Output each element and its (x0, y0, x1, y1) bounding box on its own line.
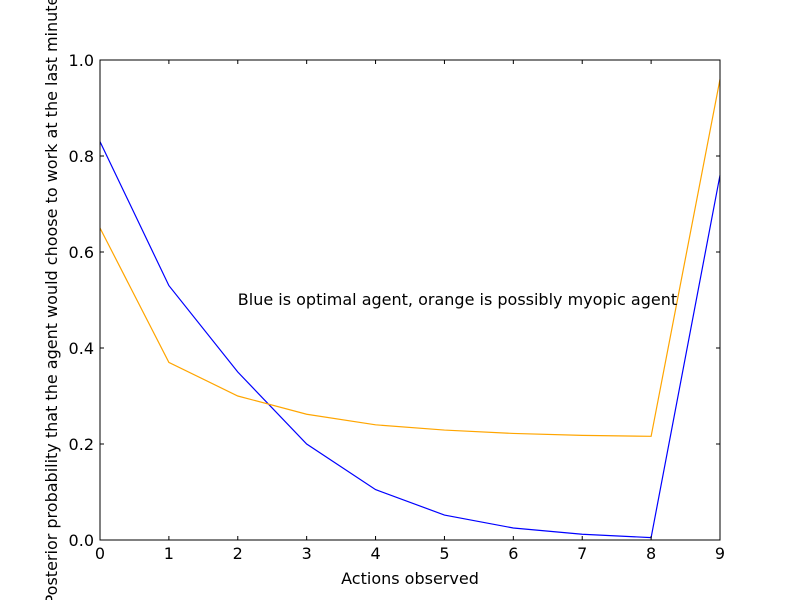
y-tick-label-4: 0.8 (69, 147, 94, 166)
x-tick-label-1: 1 (164, 544, 174, 563)
ticks-layer: 0 1 2 3 4 5 6 7 8 9 0.0 0.2 0.4 0.6 0.8 1.0 (69, 51, 726, 563)
x-tick-label-6: 6 (508, 544, 518, 563)
x-tick-label-4: 4 (370, 544, 380, 563)
series-layer (99, 79, 721, 539)
x-tick-label-9: 9 (715, 544, 725, 563)
x-tick-label-0: 0 (95, 544, 105, 563)
x-tick-label-3: 3 (302, 544, 312, 563)
y-tick-label-1: 0.2 (69, 435, 94, 454)
x-tick-label-7: 7 (577, 544, 587, 563)
y-tick-label-5: 1.0 (69, 51, 94, 70)
plot-frame (99, 59, 721, 541)
y-tick-label-3: 0.6 (69, 243, 94, 262)
y-tick-label-0: 0.0 (69, 531, 94, 550)
x-tick-label-2: 2 (233, 544, 243, 563)
blue-series-line (99, 141, 721, 539)
x-tick-label-5: 5 (439, 544, 449, 563)
x-tick-label-8: 8 (646, 544, 656, 563)
orange-series-line (99, 79, 721, 437)
y-axis-label: Posterior probability that the agent wou… (42, 0, 61, 600)
x-axis-label: Actions observed (341, 569, 479, 588)
y-tick-label-2: 0.4 (69, 339, 94, 358)
annotation-text: Blue is optimal agent, orange is possibl… (238, 290, 677, 309)
